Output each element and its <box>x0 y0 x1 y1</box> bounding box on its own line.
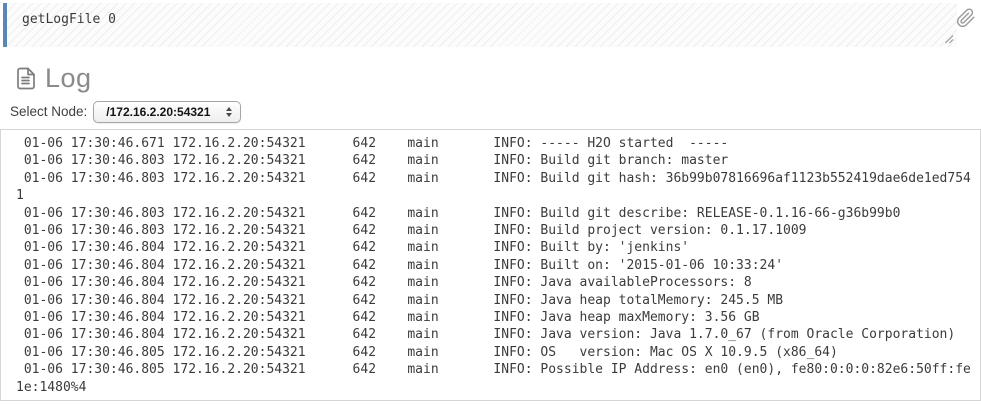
code-text: getLogFile 0 <box>22 12 116 27</box>
page-title: Log <box>45 62 92 93</box>
code-cell-input[interactable]: getLogFile 0 <box>7 3 957 47</box>
select-stepper-icon <box>226 106 233 117</box>
flow-notebook-page: getLogFile 0 Log <box>0 3 981 402</box>
node-select-dropdown[interactable]: /172.16.2.20:54321 <box>93 100 242 123</box>
node-select-value: /172.16.2.20:54321 <box>106 104 211 119</box>
flow-code-cell: getLogFile 0 <box>3 3 981 47</box>
paperclip-icon[interactable] <box>956 7 976 29</box>
log-file-icon <box>14 65 38 92</box>
log-output: 01-06 17:30:46.671 172.16.2.20:54321 642… <box>0 129 981 402</box>
resize-handle-icon[interactable] <box>943 33 954 44</box>
cell-active-indicator <box>3 3 7 47</box>
page-header: Log <box>14 63 981 93</box>
node-selector-row: Select Node: /172.16.2.20:54321 <box>10 100 981 123</box>
select-node-label: Select Node: <box>10 104 88 119</box>
